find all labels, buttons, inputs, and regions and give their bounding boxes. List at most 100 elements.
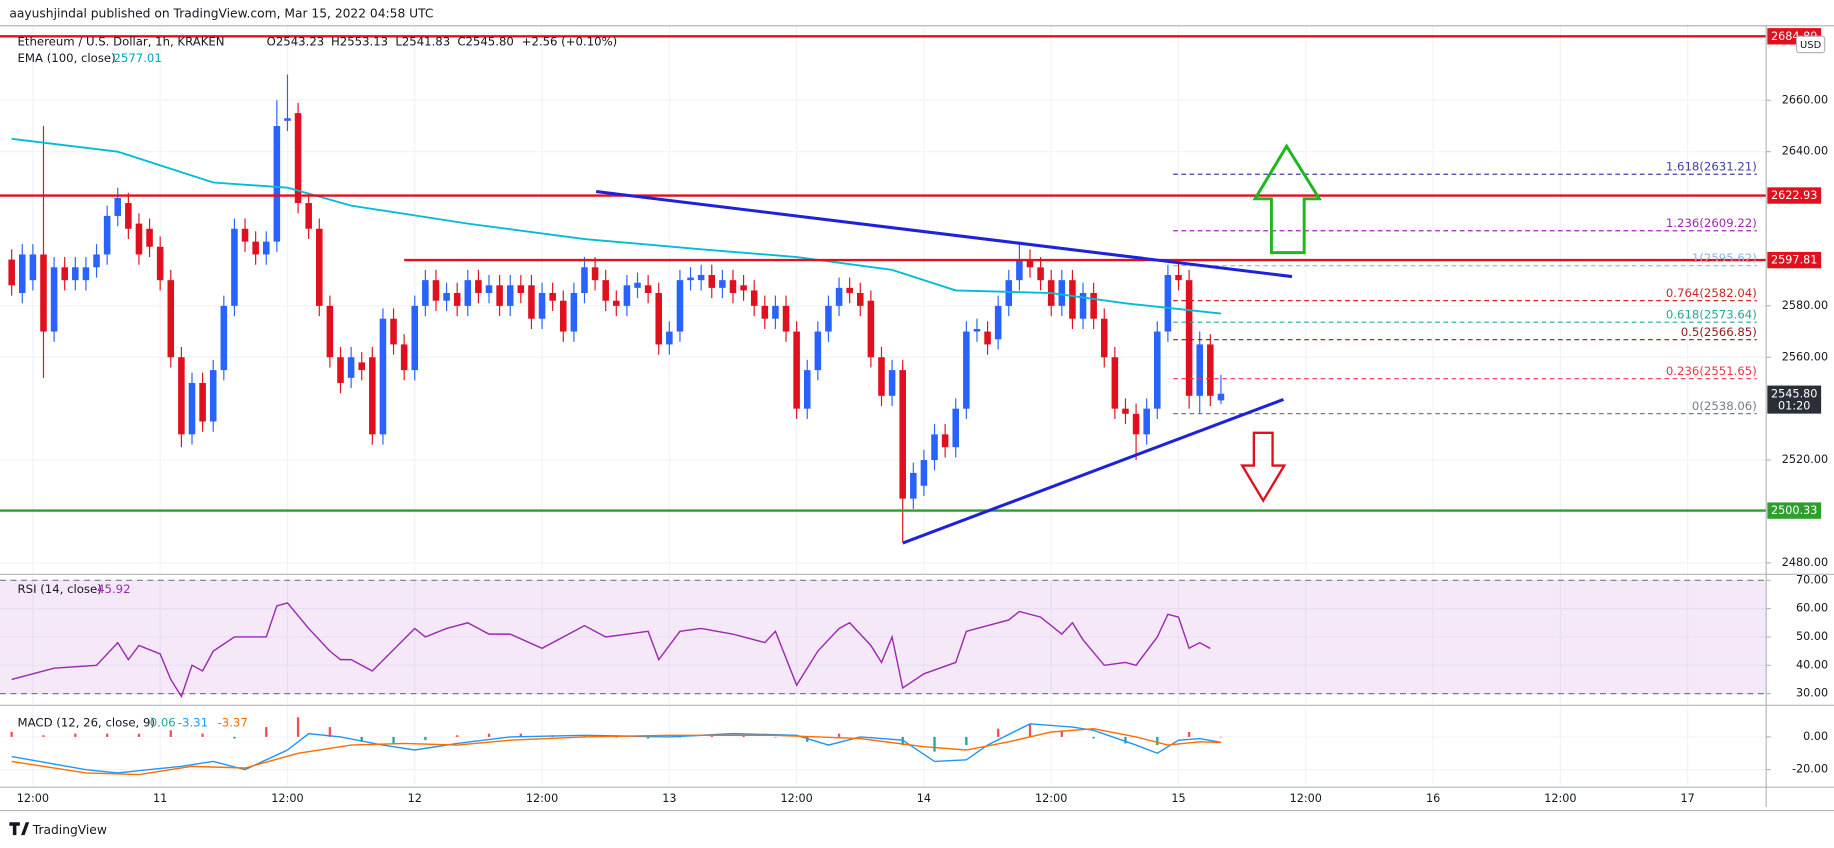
candle-body [82, 267, 90, 281]
candle-body [644, 285, 652, 294]
macd-histogram-bar [710, 735, 713, 737]
currency-box[interactable] [1795, 35, 1826, 54]
macd-histogram-bar [169, 730, 172, 737]
candle-body [273, 125, 281, 242]
macd-histogram-bar [1028, 723, 1032, 737]
candle-body [422, 280, 429, 306]
candle-body [581, 267, 588, 294]
candle-body [167, 280, 175, 358]
macd-histogram-bar [933, 736, 936, 752]
candle-body [178, 357, 185, 435]
candle-body [1037, 267, 1044, 281]
candle-body [241, 228, 249, 242]
legend-open: O2543.23 [267, 35, 325, 49]
candle-body [538, 293, 546, 319]
candle-body [1175, 275, 1182, 281]
macd-histogram-bar [806, 736, 809, 742]
y-tick-label: 2520.00 [1782, 453, 1828, 466]
publisher-line: aayushjindal published on TradingView.co… [9, 7, 433, 21]
price-badge-label: 2500.33 [1771, 504, 1817, 517]
candle-body [559, 300, 567, 332]
candle-body [825, 305, 832, 332]
x-tick-label: 12:00 [1035, 792, 1067, 805]
candle-body [1111, 357, 1119, 409]
macd-histogram-bar [1124, 736, 1127, 744]
brand-logo [9, 822, 30, 836]
candle-body [135, 223, 143, 255]
macd-histogram-bar [742, 735, 745, 737]
candle-body [549, 293, 556, 301]
current-price-label: 2545.80 [1771, 387, 1817, 400]
y-tick-label: 40.00 [1796, 658, 1828, 671]
macd-histogram-bar [1092, 736, 1095, 739]
candle-body [400, 344, 408, 371]
legend-low: L2541.83 [395, 35, 450, 49]
macd-histogram-bar [360, 736, 363, 742]
macd-histogram-bar [1156, 736, 1159, 746]
trendline [902, 397, 1285, 545]
x-tick-label: 12:00 [526, 792, 558, 805]
candle-body [1122, 408, 1129, 414]
candle-body [772, 305, 779, 319]
candle-body [358, 362, 365, 371]
fib-label: 1.236(2609.22) [1666, 216, 1757, 230]
countdown: 01:20 [1778, 400, 1810, 413]
candle-body [782, 305, 790, 332]
fib-label: 0(2538.06) [1692, 399, 1757, 413]
candle-body [655, 293, 663, 345]
fib-label: 0.236(2551.65) [1666, 364, 1757, 378]
candle-body [475, 280, 482, 294]
candle-body [1207, 344, 1214, 396]
candle-body [952, 408, 960, 448]
currency[interactable]: USD [1800, 40, 1822, 51]
down-arrow [1240, 431, 1287, 503]
macd-histogram-bar [965, 736, 968, 746]
macd-histogram-bar [1187, 731, 1191, 737]
y-tick-label: 60.00 [1796, 602, 1828, 615]
y-tick-label: 0.00 [1803, 730, 1828, 743]
y-tick-label: 2660.00 [1782, 93, 1828, 106]
macd-histogram-bar [42, 735, 45, 737]
macd-histogram-bar [678, 736, 682, 738]
candle-body [1090, 293, 1097, 319]
candle-body [867, 300, 875, 358]
macd-histogram-bar [583, 735, 586, 737]
candle-body [676, 280, 684, 332]
overlay-layer: 12:00 11 12:00 12 12:00 13 12:00 14 12:00 15 12:00… [0, 28, 1822, 805]
candle-body [920, 460, 928, 486]
candle-body [963, 331, 970, 409]
rsi-line [11, 602, 1211, 699]
candle-body [1079, 293, 1087, 319]
candle-body [1164, 275, 1172, 332]
candle-body [803, 370, 811, 409]
candle-body [337, 357, 344, 383]
y-tick-label: 70.00 [1796, 573, 1828, 586]
candle-body [411, 305, 419, 371]
candle-body [814, 331, 822, 371]
legend-high: H2553.13 [331, 35, 388, 49]
candle-body [740, 285, 747, 291]
brand: TradingView [32, 823, 107, 837]
candle-body [199, 382, 206, 422]
macd-histogram-bar [487, 733, 491, 737]
candle-body [517, 285, 525, 294]
candle-body [1132, 413, 1140, 435]
macd-histogram-bar [615, 736, 618, 738]
candle-body [708, 275, 716, 288]
candle-body [1026, 259, 1034, 268]
candle-body [188, 382, 196, 435]
y-tick-label: 2480.00 [1782, 556, 1828, 569]
up-arrow [1252, 143, 1322, 255]
y-tick-label: 2580.00 [1782, 299, 1828, 312]
candle-body [528, 285, 535, 319]
candle-body [994, 305, 1002, 340]
candle-body [369, 357, 376, 435]
candle-body [973, 328, 981, 332]
price-badge-label: 2622.93 [1771, 189, 1817, 202]
x-tick-label: 16 [1426, 792, 1440, 805]
candle-body [1069, 280, 1076, 319]
candle-body [697, 275, 705, 281]
rsi-band [0, 580, 1767, 694]
macd-histogram-bar [1060, 730, 1063, 737]
